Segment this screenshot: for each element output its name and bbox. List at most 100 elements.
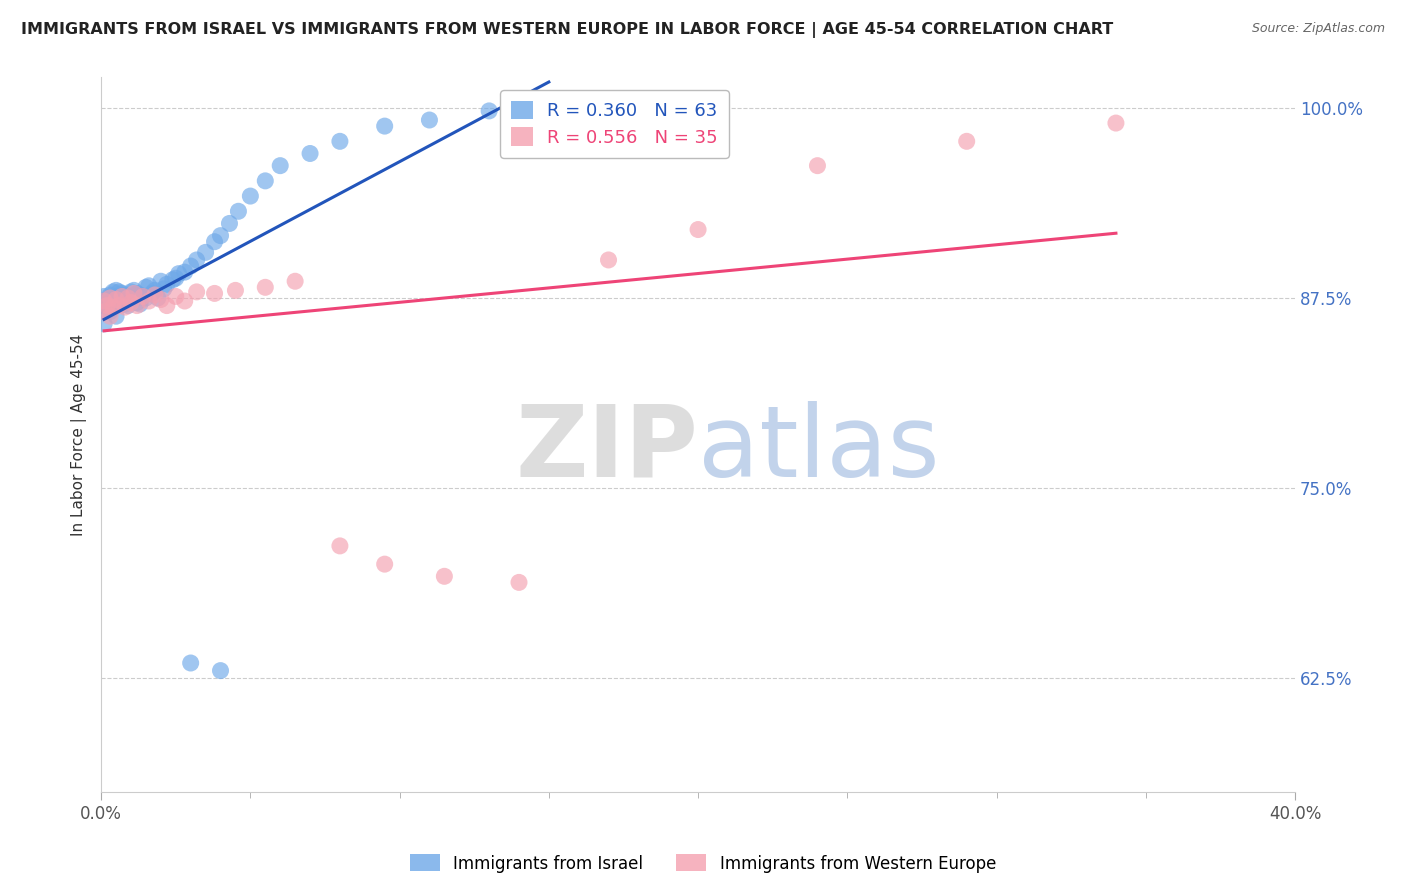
Point <box>105 299 128 313</box>
Point <box>146 291 169 305</box>
Point <box>132 289 155 303</box>
Point <box>111 289 134 303</box>
Point <box>125 299 148 313</box>
Point <box>105 293 128 307</box>
Point <box>98 295 121 310</box>
Point <box>180 259 202 273</box>
Text: atlas: atlas <box>697 401 939 498</box>
Point <box>98 288 121 302</box>
Point <box>374 119 396 133</box>
Point <box>194 245 217 260</box>
Point <box>122 293 145 307</box>
Point <box>114 300 136 314</box>
Point <box>329 539 352 553</box>
Point <box>204 286 226 301</box>
Point <box>433 569 456 583</box>
Point <box>209 228 232 243</box>
Point <box>96 299 118 313</box>
Text: Source: ZipAtlas.com: Source: ZipAtlas.com <box>1251 22 1385 36</box>
Point <box>156 299 179 313</box>
Point <box>108 285 131 299</box>
Point <box>93 304 115 318</box>
Point <box>125 295 148 310</box>
Point <box>101 300 124 314</box>
Point <box>98 291 121 305</box>
Point <box>101 285 124 299</box>
Point <box>93 297 115 311</box>
Point <box>186 285 208 299</box>
Point <box>143 288 166 302</box>
Point <box>111 286 134 301</box>
Point <box>186 252 208 267</box>
Point <box>218 217 240 231</box>
Point <box>108 299 131 313</box>
Point <box>508 575 530 590</box>
Point <box>105 284 128 298</box>
Point <box>143 284 166 298</box>
Point <box>149 274 172 288</box>
Point <box>114 288 136 302</box>
Point <box>269 159 291 173</box>
Point <box>228 204 250 219</box>
Point <box>111 295 134 310</box>
Point <box>165 271 187 285</box>
Point <box>105 291 128 305</box>
Point <box>135 280 157 294</box>
Point <box>224 284 246 298</box>
Point <box>93 289 115 303</box>
Point <box>117 299 139 313</box>
Text: IMMIGRANTS FROM ISRAEL VS IMMIGRANTS FROM WESTERN EUROPE IN LABOR FORCE | AGE 45: IMMIGRANTS FROM ISRAEL VS IMMIGRANTS FRO… <box>21 22 1114 38</box>
Point <box>162 273 184 287</box>
Point <box>129 297 152 311</box>
Point <box>98 304 121 318</box>
Point <box>98 310 121 324</box>
Point <box>156 277 179 292</box>
Point <box>117 291 139 305</box>
Point <box>173 265 195 279</box>
Point <box>149 293 172 307</box>
Point <box>167 267 190 281</box>
Point <box>254 174 277 188</box>
Point <box>93 293 115 308</box>
Point <box>138 278 160 293</box>
Point <box>180 656 202 670</box>
Point <box>93 304 115 318</box>
Point <box>598 252 620 267</box>
Legend: Immigrants from Israel, Immigrants from Western Europe: Immigrants from Israel, Immigrants from … <box>404 847 1002 880</box>
Point <box>122 286 145 301</box>
Point <box>105 310 128 324</box>
Point <box>122 284 145 298</box>
Point <box>120 293 142 308</box>
Point <box>299 146 322 161</box>
Point <box>153 282 176 296</box>
Point <box>141 286 163 301</box>
Point <box>1105 116 1128 130</box>
Point <box>686 222 709 236</box>
Point <box>120 285 142 299</box>
Point <box>956 134 979 148</box>
Text: ZIP: ZIP <box>515 401 697 498</box>
Point <box>209 664 232 678</box>
Point <box>173 293 195 308</box>
Point <box>96 293 118 307</box>
Point <box>129 288 152 302</box>
Point <box>101 293 124 308</box>
Point <box>165 289 187 303</box>
Point <box>329 134 352 148</box>
Point <box>135 291 157 305</box>
Y-axis label: In Labor Force | Age 45-54: In Labor Force | Age 45-54 <box>72 334 87 536</box>
Point <box>120 295 142 310</box>
Point <box>108 293 131 307</box>
Point <box>117 289 139 303</box>
Point <box>284 274 307 288</box>
Point <box>418 113 440 128</box>
Point <box>114 297 136 311</box>
Point <box>138 293 160 308</box>
Point <box>254 280 277 294</box>
Legend: R = 0.360   N = 63, R = 0.556   N = 35: R = 0.360 N = 63, R = 0.556 N = 35 <box>501 90 728 158</box>
Point <box>93 317 115 331</box>
Point <box>374 557 396 571</box>
Point <box>478 103 501 118</box>
Point <box>537 101 560 115</box>
Point <box>239 189 262 203</box>
